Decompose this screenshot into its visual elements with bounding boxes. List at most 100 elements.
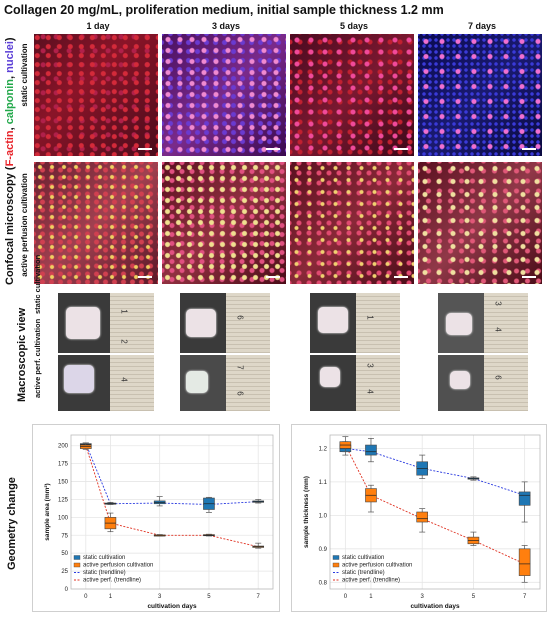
- box-static: [104, 501, 117, 505]
- row-label-active: active perfusion cultivation: [20, 173, 29, 277]
- thickness-chart: 0.8 0.9 1.0 1.1 1.2 0 1 3 5 7 cultivation days samp…: [291, 424, 547, 612]
- confocal-static-day5: [290, 34, 414, 156]
- box-active: [153, 534, 166, 537]
- x-tick-label: 7: [523, 594, 527, 600]
- trendline-static: [85, 443, 259, 505]
- y-tick-label: 200: [58, 444, 69, 450]
- confocal-static-day1: [34, 34, 158, 156]
- legend-label: static cultivation: [342, 555, 384, 561]
- plot-frame: [329, 434, 541, 590]
- box-body: [416, 511, 428, 523]
- x-tick-label: 5: [472, 594, 476, 600]
- y-tick-label: 175: [58, 462, 69, 468]
- box-body: [518, 491, 531, 506]
- legend-swatch-active: [332, 562, 340, 568]
- x-tick-label: 5: [207, 594, 211, 600]
- box-static: [203, 496, 215, 513]
- trendline-active: [85, 445, 259, 548]
- x-tick-label: 3: [421, 594, 425, 600]
- macroscopic-view-label: Macroscopic view: [16, 307, 28, 402]
- x-tick-label: 1: [369, 594, 373, 600]
- y-tick-label: 50: [61, 551, 68, 557]
- legend-swatch-static: [332, 555, 340, 560]
- box-body: [365, 444, 377, 456]
- box-static: [467, 476, 480, 481]
- confocal-static-day3: [162, 34, 286, 156]
- macro-row-label-active: active perf. cultivation: [33, 318, 42, 398]
- plot-frame: [70, 434, 274, 590]
- y-tick-label: 1.0: [319, 513, 328, 519]
- row-label-static: static cultivation: [20, 43, 29, 107]
- y-tick-label: 100: [58, 515, 69, 521]
- x-axis-label: cultivation days: [410, 603, 460, 610]
- macro-row-label-static: static cultivation: [33, 254, 42, 314]
- box-body: [518, 548, 531, 576]
- box-body: [79, 444, 92, 449]
- legend-label: static cultivation: [83, 555, 125, 561]
- confocal-active-day7: [418, 162, 542, 284]
- box-static: [153, 496, 166, 507]
- box-active: [104, 512, 117, 533]
- box-active: [365, 484, 377, 513]
- y-tick-label: 1.1: [319, 480, 328, 486]
- y-tick-label: 0.8: [319, 580, 328, 586]
- macro-day7-active: 6: [438, 355, 528, 411]
- x-tick-label: 0: [84, 594, 88, 600]
- thickness-chart-svg: 0.8 0.9 1.0 1.1 1.2 0 1 3 5 7 cultivation days samp…: [303, 434, 541, 610]
- legend-label: active perfusion cultivation: [342, 563, 412, 569]
- day-label-1: 1 day: [86, 21, 110, 31]
- y-tick-label: 0: [65, 587, 69, 593]
- y-tick-label: 75: [61, 533, 68, 539]
- legend-label: active perf. (trendline): [342, 578, 400, 584]
- y-axis-label: sample thickness (mm): [303, 476, 310, 548]
- y-tick-label: 25: [61, 569, 68, 575]
- trendline-static: [345, 447, 525, 496]
- box-static: [252, 499, 265, 504]
- legend-label: active perfusion cultivation: [83, 563, 153, 569]
- box-static: [365, 437, 377, 463]
- legend-label: active perf. (trendline): [83, 578, 141, 584]
- legend-swatch-active: [73, 562, 81, 568]
- y-tick-label: 1.2: [319, 446, 328, 452]
- legend-swatch-static: [73, 555, 81, 560]
- x-axis-label: cultivation days: [147, 603, 197, 610]
- box-active: [467, 531, 480, 546]
- day-label-3: 3 days: [211, 21, 241, 31]
- box-active: [203, 533, 215, 537]
- macro-day3-static: 6: [180, 293, 270, 353]
- box-active: [252, 542, 265, 549]
- x-tick-label: 7: [257, 594, 261, 600]
- x-tick-label: 0: [344, 594, 348, 600]
- legend-label: static (trendline): [342, 570, 385, 576]
- confocal-active-day5: [290, 162, 414, 284]
- box-active: [518, 545, 531, 583]
- figure-title: Collagen 20 mg/mL, proliferation medium,…: [4, 3, 444, 17]
- macro-day5-static: 1: [310, 293, 400, 353]
- y-tick-label: 125: [58, 497, 69, 503]
- y-tick-label: 150: [58, 480, 69, 486]
- trendline-active: [344, 444, 525, 565]
- day-label-7: 7 days: [467, 21, 497, 31]
- confocal-active-day1: [34, 162, 158, 284]
- box-active: [416, 508, 428, 533]
- x-tick-label: 3: [158, 594, 162, 600]
- confocal-static-day7: [418, 34, 542, 156]
- box-static: [518, 481, 531, 523]
- day-label-5: 5 days: [339, 21, 369, 31]
- geometry-change-label: Geometry change: [6, 477, 18, 570]
- box-static: [416, 454, 428, 479]
- x-tick-label: 1: [109, 594, 113, 600]
- y-tick-label: 0.9: [319, 547, 328, 553]
- legend-label: static (trendline): [83, 570, 126, 576]
- y-axis-label: sample area (mm²): [44, 483, 51, 540]
- box-active: [339, 436, 352, 453]
- macro-day1-active: 4: [58, 355, 154, 411]
- area-chart-svg: 0 25 50 75 100 125 150 175 200 0 1 3 5 7 cultivation d…: [44, 434, 274, 610]
- area-chart: 0 25 50 75 100 125 150 175 200 0 1 3 5 7 cultivation d…: [32, 424, 280, 612]
- confocal-active-day3: [162, 162, 286, 284]
- confocal-microscopy-label: Confocal microscopy (F-actin, calponin, …: [4, 37, 16, 285]
